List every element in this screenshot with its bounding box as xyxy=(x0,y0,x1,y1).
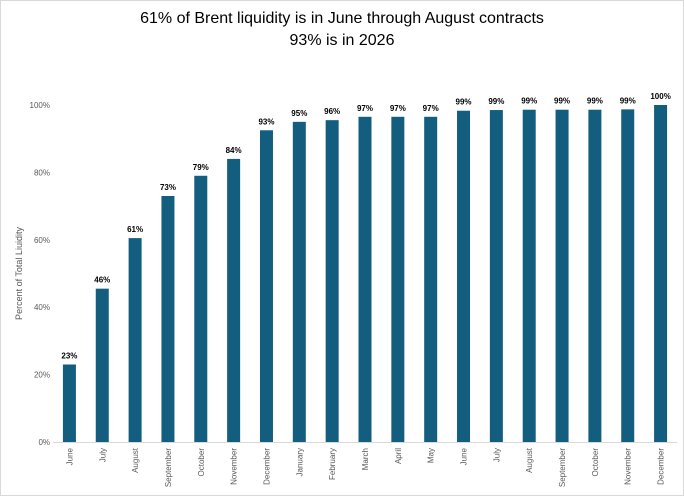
data-label: 97% xyxy=(357,104,373,113)
x-tick-label: March xyxy=(361,448,370,470)
bar xyxy=(292,121,306,442)
bar xyxy=(555,109,569,442)
x-tick-label: June xyxy=(460,447,469,465)
x-tick-label: October xyxy=(197,448,206,477)
data-label: 99% xyxy=(521,97,537,106)
y-tick-label: 0% xyxy=(38,438,50,447)
bar xyxy=(62,364,76,442)
data-label: 96% xyxy=(324,107,340,116)
x-tick-label: August xyxy=(131,447,140,473)
data-label: 99% xyxy=(456,98,472,107)
y-axis: 0% 20% 40% 60% 80% 100% xyxy=(30,101,50,447)
bar xyxy=(489,110,503,443)
data-label: 46% xyxy=(94,276,110,285)
x-tick-label: May xyxy=(427,448,436,463)
bar xyxy=(325,120,339,442)
y-tick-label: 20% xyxy=(34,371,50,380)
data-label: 61% xyxy=(127,225,143,234)
data-label: 97% xyxy=(423,104,439,113)
data-labels: 23% 46% 61% 73% 79% 84% 93% 95% 96% 97% 97% 97% 99% 9… xyxy=(61,92,670,360)
x-tick-label: February xyxy=(328,448,337,480)
bar xyxy=(161,195,175,442)
chart-subtitle: 93% is in 2026 xyxy=(289,32,395,49)
x-tick-label: August xyxy=(525,447,534,473)
bars xyxy=(62,105,668,443)
data-label: 99% xyxy=(488,97,504,106)
data-label: 93% xyxy=(258,117,274,126)
bar xyxy=(128,238,142,442)
y-axis-title: Percent of Total Liuidity xyxy=(14,227,24,320)
x-tick-label: January xyxy=(295,448,304,476)
x-tick-label: November xyxy=(230,448,239,485)
bar xyxy=(95,288,109,442)
bar xyxy=(358,116,372,443)
data-label: 84% xyxy=(226,146,242,155)
chart-title: 61% of Brent liquidity is in June throug… xyxy=(140,10,544,27)
bar xyxy=(391,116,405,443)
bar xyxy=(194,175,208,442)
x-tick-label: July xyxy=(98,448,107,462)
x-tick-label: September xyxy=(558,448,567,487)
y-tick-label: 100% xyxy=(30,101,50,110)
bar xyxy=(588,109,602,442)
bar xyxy=(457,110,471,442)
x-tick-label: December xyxy=(657,448,666,485)
x-tick-label: June xyxy=(65,447,74,465)
data-label: 73% xyxy=(160,183,176,192)
data-label: 79% xyxy=(193,163,209,172)
bar xyxy=(227,158,241,443)
x-tick-label: September xyxy=(164,448,173,487)
x-tick-label: April xyxy=(394,448,403,464)
y-tick-label: 80% xyxy=(34,168,50,177)
x-tick-label: November xyxy=(624,448,633,485)
bar xyxy=(621,109,635,443)
x-tick-label: October xyxy=(591,448,600,477)
data-label: 99% xyxy=(554,97,570,106)
x-tick-label: December xyxy=(262,448,271,485)
x-axis: June July August September October November De… xyxy=(65,447,665,487)
bar xyxy=(259,130,273,442)
y-tick-label: 60% xyxy=(34,236,50,245)
bar xyxy=(654,105,668,442)
data-label: 99% xyxy=(587,97,603,106)
data-label: 99% xyxy=(620,96,636,105)
data-label: 97% xyxy=(390,104,406,113)
data-label: 100% xyxy=(650,92,670,101)
y-tick-label: 40% xyxy=(34,303,50,312)
x-tick-label: July xyxy=(492,448,501,462)
data-label: 95% xyxy=(291,109,307,118)
bar xyxy=(424,116,438,443)
bar xyxy=(522,109,536,442)
data-label: 23% xyxy=(61,351,77,360)
